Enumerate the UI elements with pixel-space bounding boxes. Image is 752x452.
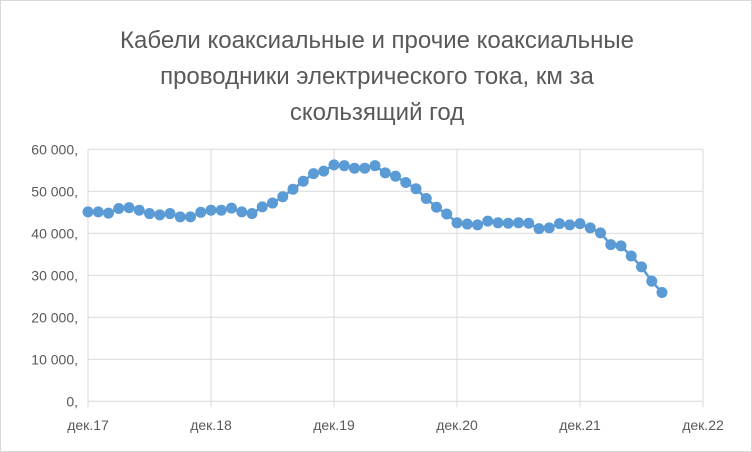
data-point	[523, 217, 535, 229]
data-point	[554, 218, 565, 230]
data-point	[636, 261, 647, 273]
data-point	[164, 208, 176, 220]
x-tick-label: дек.19	[313, 417, 355, 433]
data-point	[246, 208, 258, 220]
data-point	[625, 250, 637, 262]
y-tick-label: 20 000,	[31, 309, 78, 325]
data-point	[492, 217, 504, 229]
data-point	[297, 175, 309, 187]
data-point	[646, 275, 658, 287]
data-point	[318, 165, 330, 177]
data-point	[461, 218, 473, 230]
data-point	[215, 204, 227, 216]
data-point	[472, 219, 483, 231]
data-point	[174, 211, 186, 223]
data-point	[615, 240, 627, 252]
data-point	[103, 207, 114, 219]
data-point	[400, 176, 412, 188]
chart-title: Кабели коаксиальные и прочие коаксиальны…	[1, 23, 752, 131]
data-point	[482, 215, 494, 227]
y-tick-label: 0,	[66, 393, 78, 409]
data-point	[236, 206, 248, 218]
data-point	[605, 239, 617, 251]
data-point	[154, 209, 166, 221]
data-point	[256, 201, 268, 213]
data-point	[205, 204, 217, 216]
x-tick-label: дек.20	[436, 417, 478, 433]
x-tick-label: дек.22	[682, 417, 724, 433]
y-tick-label: 60 000,	[31, 141, 78, 157]
data-point	[379, 167, 391, 179]
data-point	[410, 183, 422, 195]
data-point	[144, 208, 155, 220]
y-tick-label: 10 000,	[31, 351, 78, 367]
series-line	[88, 163, 663, 294]
x-tick-label: дек.17	[67, 417, 109, 433]
x-tick-label: дек.21	[559, 417, 601, 433]
data-point	[185, 211, 196, 223]
data-point	[420, 192, 432, 204]
data-point	[267, 197, 278, 209]
data-point	[349, 162, 360, 174]
data-point	[533, 223, 545, 235]
data-point	[595, 227, 606, 239]
data-point	[133, 204, 145, 216]
data-point	[195, 206, 207, 218]
data-point	[584, 222, 596, 234]
data-point	[308, 168, 319, 180]
chart-title-line: скользящий год	[289, 99, 465, 126]
data-point	[441, 208, 453, 220]
data-point	[543, 222, 555, 234]
y-tick-label: 50 000,	[31, 183, 78, 199]
data-point	[564, 219, 576, 231]
data-point	[82, 206, 94, 218]
data-point	[226, 202, 237, 214]
data-point	[113, 203, 125, 215]
x-tick-label: дек.18	[190, 417, 232, 433]
y-tick-label: 30 000,	[31, 267, 78, 283]
data-point	[277, 191, 289, 203]
data-point	[656, 287, 668, 299]
data-point	[574, 218, 586, 230]
data-point	[338, 160, 350, 172]
data-point	[359, 162, 371, 174]
data-point	[513, 217, 524, 229]
data-point	[431, 201, 442, 213]
data-point	[287, 183, 299, 195]
data-point	[369, 160, 381, 172]
data-point	[123, 202, 135, 214]
data-point	[502, 217, 514, 229]
y-tick-label: 40 000,	[31, 225, 78, 241]
data-point	[328, 159, 340, 171]
data-point	[92, 206, 104, 218]
data-point	[451, 217, 463, 229]
chart-title-line: проводники электрического тока, км за	[160, 63, 594, 90]
chart-title-line: Кабели коаксиальные и прочие коаксиальны…	[120, 27, 634, 54]
data-point	[390, 170, 401, 182]
